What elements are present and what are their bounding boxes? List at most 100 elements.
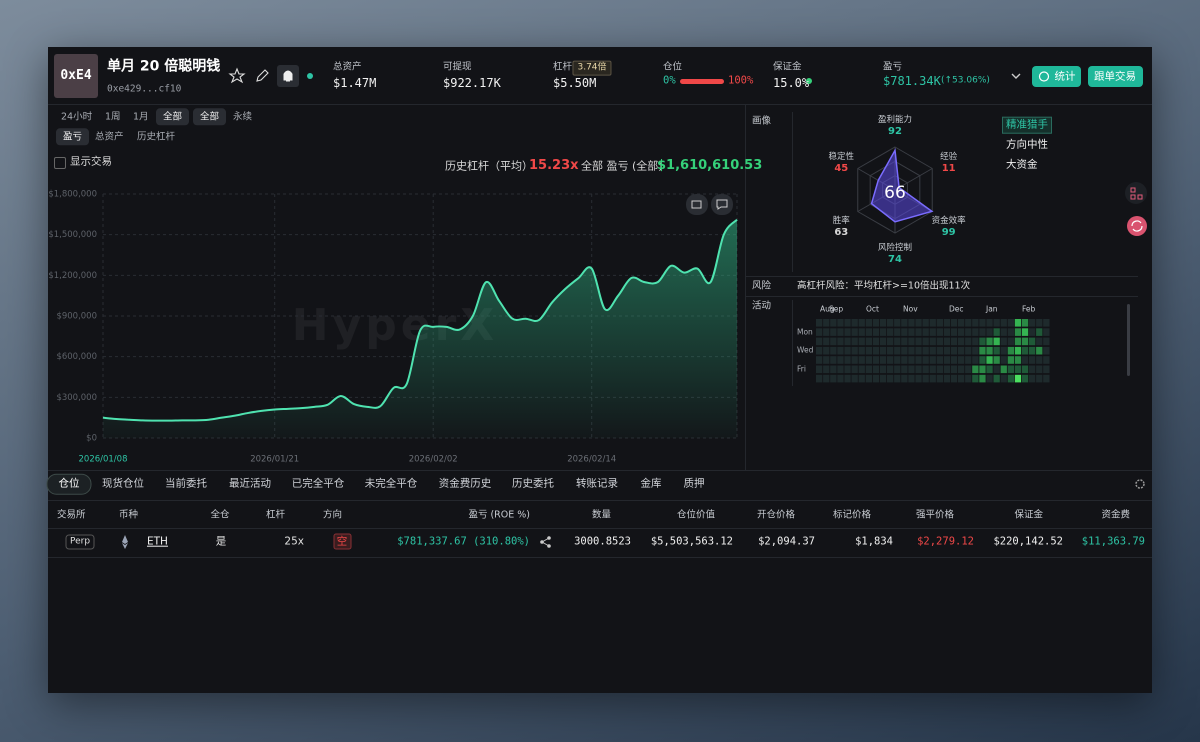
activity-label: 活动 (752, 300, 772, 312)
leverage-value: 15.23x (529, 158, 579, 174)
range-tab[interactable]: 1月 (133, 111, 149, 123)
activity-cell (887, 319, 894, 327)
market-tab[interactable]: 全部 (193, 108, 227, 126)
share-icon[interactable] (540, 536, 551, 548)
market-tab[interactable]: 永续 (233, 111, 253, 123)
activity-cell (858, 346, 865, 355)
edit-icon[interactable] (256, 69, 269, 82)
profile-score: 66 (884, 182, 906, 203)
chart-button[interactable] (711, 194, 733, 215)
settings-icon[interactable] (1135, 479, 1145, 489)
metric-tab[interactable]: 历史杠杆 (137, 131, 176, 143)
scrollbar (1127, 304, 1130, 376)
table-tab[interactable]: 最近活动 (229, 477, 271, 490)
activity-cell (950, 319, 958, 327)
range-tab[interactable]: 全部 (156, 108, 190, 126)
activity-cell (837, 337, 844, 346)
activity-cell (858, 356, 865, 364)
table-cell: 25x (284, 535, 304, 548)
day-label: Mon (797, 327, 813, 337)
risk-label: 风险 (752, 280, 772, 292)
activity-cell (851, 374, 858, 383)
activity-cell (865, 337, 872, 346)
side-button[interactable] (1127, 216, 1147, 236)
table-tab[interactable]: 仓位 (46, 473, 92, 495)
range-tab[interactable]: 24小时 (61, 111, 93, 123)
activity-cell (1021, 319, 1029, 327)
table-cell: ETH (147, 535, 168, 548)
stats-button[interactable]: 统计 (1054, 70, 1076, 83)
show-trades[interactable]: 显示交易 (70, 155, 112, 168)
activity-cell (972, 337, 979, 346)
activity-cell (943, 365, 951, 374)
activity-cell (1036, 328, 1043, 336)
activity-cell (901, 328, 908, 336)
activity-cell (1021, 365, 1029, 374)
activity-cell (936, 346, 943, 355)
activity-cell (865, 319, 872, 327)
column-header: 币种 (119, 509, 139, 521)
position-short: 100% (728, 74, 754, 87)
activity-cell (844, 319, 851, 327)
chevron[interactable] (1011, 73, 1021, 79)
activity-cell (851, 365, 858, 374)
table-cell: $220,142.52 (993, 535, 1063, 548)
activity-cell (1036, 346, 1043, 355)
activity-cell (1007, 328, 1014, 336)
activity-cell (922, 328, 929, 336)
table-tab[interactable]: 未完全平仓 (364, 477, 418, 490)
table-tab[interactable]: 质押 (683, 477, 705, 490)
month-label: Dec (949, 304, 964, 314)
table-tab[interactable]: 转账记录 (576, 477, 618, 490)
table-tab[interactable]: 已完全平仓 (291, 477, 345, 490)
range-tab[interactable]: 1周 (105, 111, 121, 123)
activity-cell (894, 337, 901, 346)
side-icon (1137, 194, 1143, 200)
activity-cell (950, 328, 958, 336)
radar-label: 稳定性 (828, 151, 855, 162)
activity-cell (1000, 337, 1007, 346)
activity-cell (830, 356, 837, 364)
checkbox[interactable] (54, 157, 66, 169)
star-icon[interactable] (228, 67, 246, 84)
activity-cell (1036, 337, 1043, 346)
stat-label: 总资产 (333, 61, 362, 73)
table-tab[interactable]: 资金费历史 (438, 477, 492, 490)
copy-trade-button-bg[interactable] (1088, 66, 1143, 87)
online-dot (307, 73, 313, 79)
activity-cell (929, 328, 936, 336)
activity-cell (993, 337, 1000, 346)
metric-tab[interactable]: 盈亏 (56, 128, 90, 146)
table-tab[interactable]: 历史委托 (512, 477, 554, 490)
activity-cell (858, 319, 865, 327)
comment-icon (716, 199, 728, 210)
stat-value: 15.0% (773, 75, 810, 90)
activity-cell (1007, 346, 1014, 355)
activity-cell (929, 374, 936, 383)
activity-cell (865, 365, 872, 374)
activity-cell (936, 319, 943, 327)
table-tab[interactable]: 当前委托 (165, 477, 207, 490)
table-tab[interactable]: 金库 (640, 477, 662, 490)
activity-cell (823, 365, 830, 374)
activity-cell (830, 374, 837, 383)
activity-cell (844, 337, 851, 346)
x-tick-label: 2026/01/21 (250, 455, 299, 465)
activity-cell (858, 365, 865, 374)
chart-button[interactable] (686, 194, 708, 215)
stats-button-bg[interactable] (1032, 66, 1081, 87)
activity-cell (887, 374, 894, 383)
radar-value: 11 (941, 163, 956, 174)
copy-icon[interactable] (209, 62, 217, 71)
table-tab[interactable]: 现货仓位 (102, 477, 144, 490)
activity-cell (950, 337, 958, 346)
metric-tab[interactable]: 总资产 (95, 131, 124, 143)
activity-cell (879, 337, 887, 346)
side-icon (1131, 220, 1143, 232)
activity-cell (823, 356, 830, 364)
activity-cell (950, 365, 958, 374)
activity-cell (830, 346, 837, 355)
copy-trade-button[interactable]: 跟单交易 (1094, 70, 1136, 83)
activity-cell (1007, 319, 1014, 327)
activity-cell (1007, 356, 1014, 364)
